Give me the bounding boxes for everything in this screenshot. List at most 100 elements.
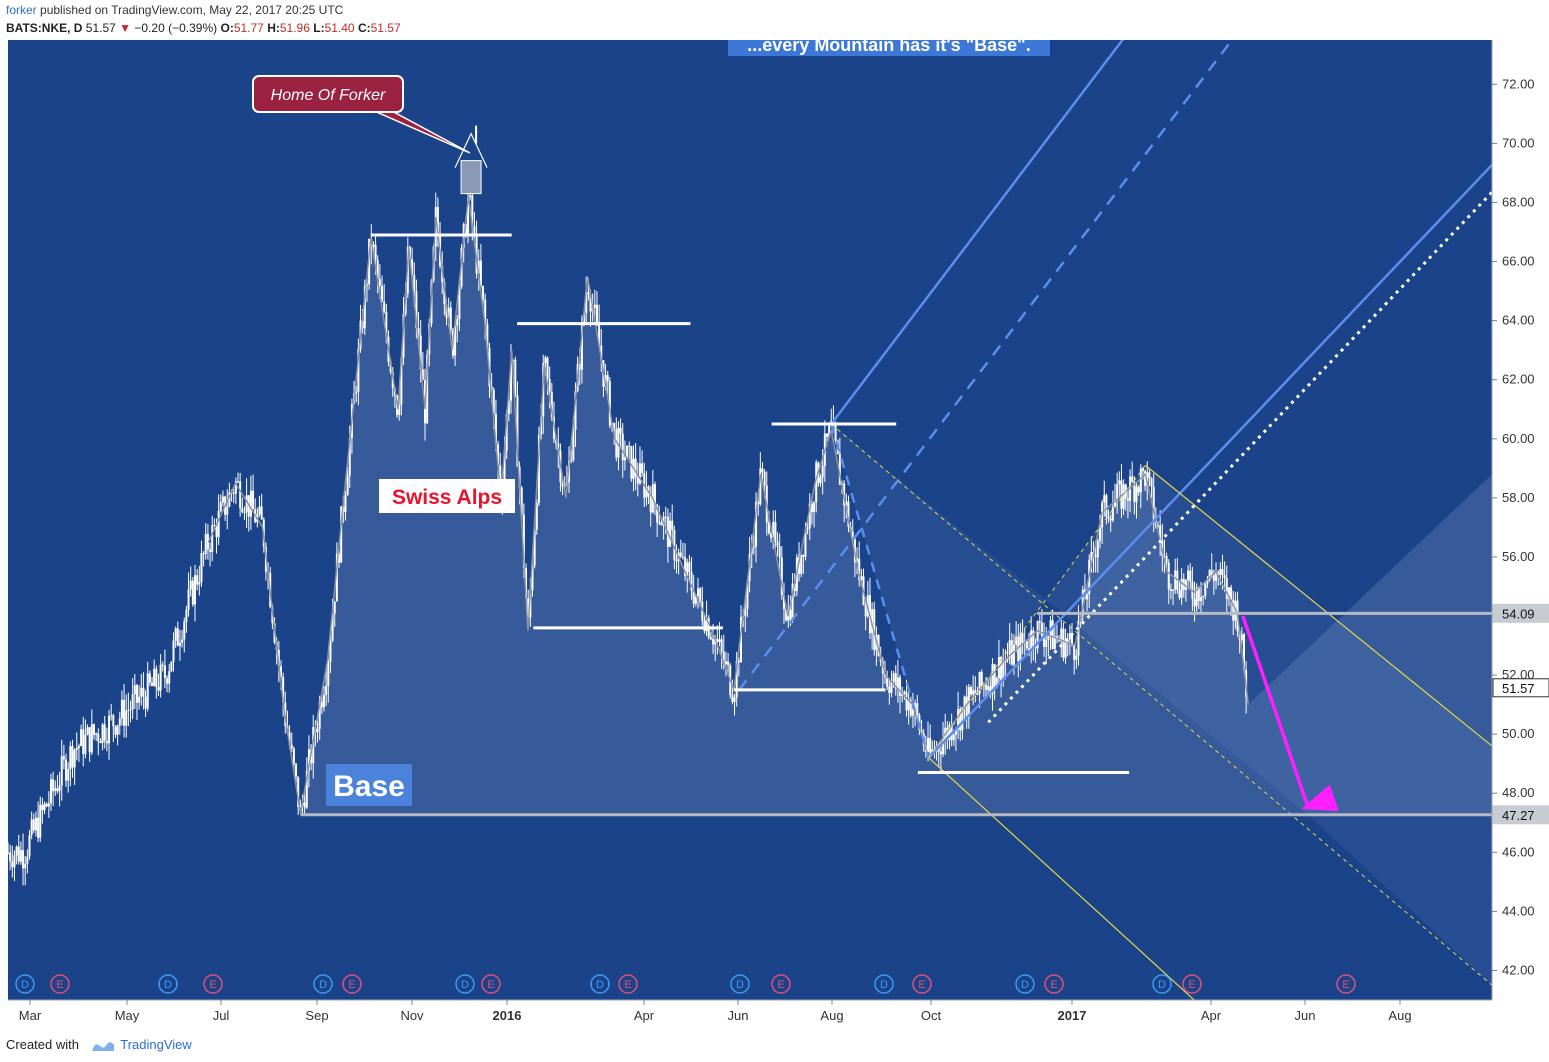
candle-body (1219, 569, 1222, 576)
time-tick-label: Sep (305, 1008, 328, 1023)
earnings-marker[interactable]: E (50, 974, 70, 994)
candle-body (785, 609, 788, 621)
candle-body (776, 541, 779, 547)
dividend-marker-ring (730, 974, 750, 994)
candle-body (514, 359, 517, 396)
candle-body (987, 686, 990, 690)
candle-body (1017, 636, 1020, 662)
earnings-marker-ring (1336, 974, 1356, 994)
candle-body (226, 506, 229, 515)
created-with-text: Created with (6, 1037, 79, 1052)
dividend-marker[interactable]: D (15, 974, 35, 994)
candle-body (505, 414, 508, 452)
candle-body (413, 275, 416, 292)
candle-body (77, 745, 80, 748)
candle-body (931, 749, 934, 753)
earnings-marker-ring (481, 974, 501, 994)
dividend-marker[interactable]: D (455, 974, 475, 994)
candle-body (400, 357, 403, 405)
price-tick-label: 60.00 (1502, 431, 1535, 446)
earnings-marker[interactable]: E (203, 974, 223, 994)
candle-body (948, 725, 951, 740)
dividend-marker[interactable]: D (874, 974, 894, 994)
candle-body (299, 805, 302, 808)
earnings-marker[interactable]: E (342, 974, 362, 994)
dividend-marker[interactable]: D (313, 974, 333, 994)
candle-body (1126, 498, 1129, 501)
candle-body (163, 665, 166, 679)
candle-body (709, 637, 712, 640)
earnings-marker[interactable]: E (1044, 974, 1064, 994)
candle-body (1021, 632, 1024, 643)
dividend-marker[interactable]: D (1015, 974, 1035, 994)
candle-body (166, 678, 169, 684)
candle-body (41, 804, 44, 811)
candle-body (617, 427, 620, 458)
candle-body (1159, 525, 1162, 541)
candle-body (1030, 630, 1033, 650)
candle-body (763, 472, 766, 486)
candle-body (153, 668, 156, 686)
candle-body (1073, 644, 1076, 660)
candle-body (946, 727, 949, 740)
candle-body (219, 502, 222, 511)
earnings-marker[interactable]: E (912, 974, 932, 994)
dividend-marker-ring (1015, 974, 1035, 994)
candle-body (1111, 507, 1114, 521)
candle-body (1064, 642, 1067, 658)
candle-body (99, 741, 102, 744)
base-box (326, 764, 412, 806)
candle-body (608, 381, 611, 426)
earnings-marker-label: E (1188, 979, 1195, 991)
candle-body (28, 835, 31, 857)
candle-body (980, 671, 983, 686)
candle-body (570, 460, 573, 462)
candle-body (516, 395, 519, 467)
earnings-marker[interactable]: E (618, 974, 638, 994)
candle-body (1118, 480, 1121, 485)
candle-body (619, 427, 622, 434)
candle-body (965, 696, 968, 719)
candle-body (662, 516, 665, 526)
candle-body (1193, 598, 1196, 607)
earnings-marker[interactable]: E (481, 974, 501, 994)
earnings-marker[interactable]: E (1336, 974, 1356, 994)
dividend-marker[interactable]: D (730, 974, 750, 994)
candle-body (411, 259, 414, 276)
candle-body (374, 244, 377, 261)
candle-body (142, 687, 145, 697)
candle-body (1045, 639, 1048, 647)
candle-body (466, 197, 469, 236)
candle-body (692, 590, 695, 604)
candle-body (703, 620, 706, 632)
candle-body (684, 557, 687, 577)
price-axis[interactable] (1492, 40, 1549, 1000)
forecast-arrow (1241, 615, 1339, 812)
dividend-marker-label: D (596, 979, 604, 991)
dividend-marker-label: D (319, 979, 327, 991)
candle-body (196, 575, 199, 585)
tradingview-brand-link[interactable]: TradingView (120, 1037, 192, 1052)
author-link[interactable]: forker (6, 3, 37, 17)
candle-body (67, 769, 70, 781)
candle-body (325, 685, 328, 696)
dividend-marker[interactable]: D (1152, 974, 1172, 994)
candle-body (548, 379, 551, 393)
candle-body (258, 506, 261, 515)
candle-body (903, 691, 906, 694)
dividend-marker[interactable]: D (590, 974, 610, 994)
candle-body (1178, 589, 1181, 598)
candle-body (819, 477, 822, 484)
candle-body (82, 729, 85, 755)
candle-body (752, 546, 755, 548)
dividend-marker[interactable]: D (158, 974, 178, 994)
change-value: −0.20 (−0.39%) (134, 21, 218, 35)
symbol-label: BATS:NKE, D (6, 21, 83, 35)
earnings-marker[interactable]: E (771, 974, 791, 994)
candle-body (929, 737, 932, 753)
earnings-marker[interactable]: E (1182, 974, 1202, 994)
price-chart[interactable]: ...every Mountain has it's "Base". Swiss … (0, 40, 1549, 1030)
candle-body (236, 481, 239, 483)
time-axis[interactable] (0, 1000, 1549, 1030)
